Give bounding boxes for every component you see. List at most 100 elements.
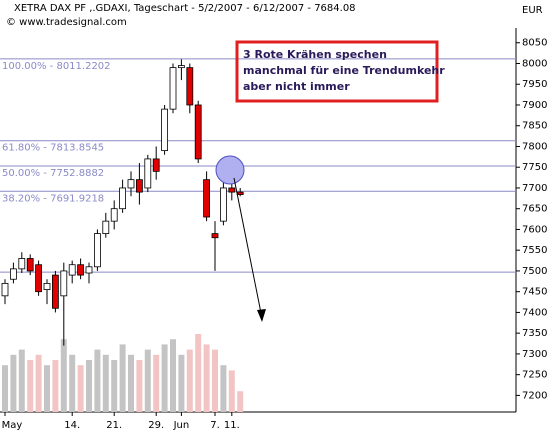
volume-bar [128,354,134,412]
candle-body [60,270,68,297]
plot: 7200 7250 7300 7350 7400 7450 7500 7550 7600 7650… [0,38,547,431]
candle-body [177,65,185,69]
x-tick-label: 21. [106,420,122,431]
highlight-circle [215,155,245,185]
volume-bar [220,365,227,412]
volume-bar [136,360,143,412]
volume-bar [18,349,25,412]
x-tick-label: 14. [64,420,80,431]
volume-bar [111,360,118,412]
volume-bar [153,354,160,412]
candle-body [152,158,160,172]
candle-body [43,282,51,291]
candle-body [26,258,34,272]
y-tick-label: 8050 [522,38,547,49]
y-tick-label: 7900 [522,100,547,111]
candle-body [127,179,135,189]
volume-bar [144,349,151,412]
level-label: 61.80% - 7813.8545 [2,143,104,154]
candle-body [211,233,219,239]
volume-bar [52,360,59,412]
volume-bar [119,344,126,412]
x-tick-label: Jun [173,420,190,431]
arrow [233,177,263,319]
candle-body [144,158,152,189]
candle-body [161,108,169,152]
copyright: © www.tradesignal.com [6,17,127,28]
volume-bar [170,339,176,412]
candle-body [186,67,194,106]
candle-body [9,268,17,280]
y-tick-label: 7650 [522,204,547,215]
candle-body [94,233,101,268]
y-tick-label: 7600 [522,224,547,235]
y-tick-label: 7450 [522,287,547,298]
level-label: 100.00% - 8011.2202 [2,61,111,72]
annotation: 3 Rote Krähen spechen [243,48,387,61]
volume-bar [27,360,34,412]
volume-bar [195,334,202,412]
volume-bar [203,344,210,412]
y-tick-label: 7950 [522,79,547,90]
chart-title: XETRA DAX PF ,.GDAXI, Tageschart - 5/2/2… [14,3,356,14]
candle-body [203,179,211,218]
y-tick-label: 7200 [522,390,547,401]
candle-body [85,266,93,274]
x-tick-label: 29. [148,420,164,431]
candle-body [68,264,76,276]
y-tick-label: 7400 [522,307,547,318]
level-label: 38.20% - 7691.9218 [2,193,104,204]
y-tick-label: 7350 [522,328,547,339]
y-tick-label: 7700 [522,183,547,194]
annotation: aber nicht immer [243,80,350,93]
volume-bar [178,354,185,412]
candle-body [119,187,126,210]
candle-body [169,67,177,110]
candle-body [236,191,244,195]
volume-bar [60,339,67,412]
candle-body [1,282,9,297]
y-tick-label: 7800 [522,141,547,152]
level-label: 50.00% - 7752.8882 [2,168,104,179]
annotation: manchmal für eine Trendumkehr [243,64,445,77]
volume-bar [212,349,218,412]
candle-body [52,274,59,309]
x-tick-label: May [2,420,23,431]
y-tick-label: 7850 [522,121,547,132]
candle-body [18,258,26,270]
y-tick-label: 7250 [522,370,547,381]
volume-bar [44,365,50,412]
y-tick-label: 7750 [522,162,547,173]
candle-body [219,187,227,222]
y-tick-label: 7500 [522,266,547,277]
y-tick-label: 8000 [522,58,547,69]
candle-body [77,264,84,276]
volume-bar [161,344,168,412]
candle-body [135,179,143,193]
x-tick-label: 7. [210,420,220,431]
candle-body [102,220,110,234]
arrow-head [257,309,266,322]
annotation-box [235,40,439,103]
y-tick-label: 7300 [522,349,547,360]
volume-bar [69,354,76,412]
y-tick-label: 7550 [522,245,547,256]
volume-bar [86,360,92,412]
volume-bar [77,365,84,412]
candle-body [228,187,236,193]
candle-body [194,104,202,160]
volume-bar [228,370,235,412]
candle-body [35,264,42,293]
x-tick-label: 11. [224,420,240,431]
volume-bar [35,354,42,412]
volume-bar [186,349,193,412]
currency: EUR [522,5,543,16]
candle-body [110,208,118,222]
volume-bar [237,391,244,412]
volume-bar [94,349,101,412]
volume-bar [10,354,17,412]
volume-bar [2,365,8,412]
volume-bar [102,354,109,412]
